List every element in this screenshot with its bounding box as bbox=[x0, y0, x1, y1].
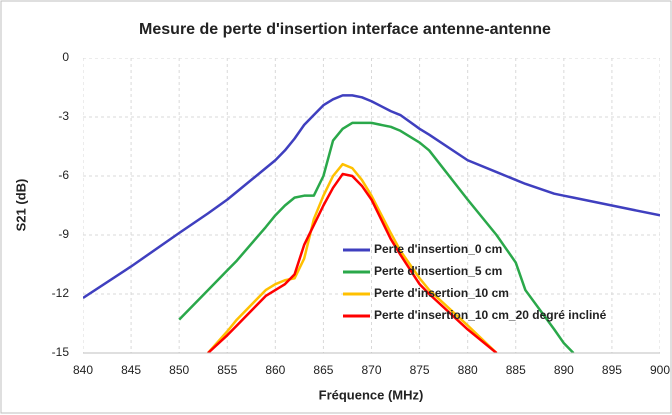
x-tick-label: 890 bbox=[554, 363, 574, 377]
y-tick-label: -15 bbox=[52, 345, 70, 359]
legend-label: Perte d'insertion_5 cm bbox=[374, 264, 502, 278]
y-axis-title: S21 (dB) bbox=[13, 179, 28, 232]
plot-area bbox=[83, 58, 660, 353]
y-tick-label: -12 bbox=[52, 286, 70, 300]
chart-title: Mesure de perte d'insertion interface an… bbox=[139, 21, 551, 38]
legend-label: Perte d'insertion_10 cm bbox=[374, 286, 509, 300]
x-tick-label: 880 bbox=[458, 363, 478, 377]
x-tick-label: 840 bbox=[73, 363, 93, 377]
x-tick-label: 875 bbox=[410, 363, 430, 377]
x-axis-title: Fréquence (MHz) bbox=[319, 387, 424, 402]
x-tick-label: 885 bbox=[506, 363, 526, 377]
y-tick-label: -6 bbox=[58, 168, 69, 182]
legend-label: Perte d'insertion_10 cm_20 degré incliné bbox=[374, 308, 607, 322]
x-tick-label: 900 bbox=[650, 363, 670, 377]
x-tick-label: 895 bbox=[602, 363, 622, 377]
x-tick-label: 860 bbox=[265, 363, 285, 377]
legend-label: Perte d'insertion_0 cm bbox=[374, 242, 502, 256]
x-tick-label: 855 bbox=[217, 363, 237, 377]
x-tick-label: 870 bbox=[361, 363, 381, 377]
y-tick-label: 0 bbox=[62, 50, 69, 64]
x-tick-label: 865 bbox=[313, 363, 333, 377]
y-tick-label: -9 bbox=[58, 227, 69, 241]
x-tick-label: 850 bbox=[169, 363, 189, 377]
series-line bbox=[178, 121, 575, 353]
y-tick-label: -3 bbox=[58, 109, 69, 123]
series-line bbox=[207, 162, 498, 353]
series-line bbox=[83, 94, 660, 299]
series-line bbox=[207, 172, 498, 353]
x-tick-label: 845 bbox=[121, 363, 141, 377]
